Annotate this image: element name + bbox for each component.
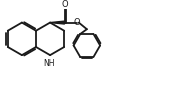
Text: O: O (61, 0, 68, 9)
Text: NH: NH (44, 58, 55, 67)
Text: O: O (73, 18, 80, 27)
Polygon shape (50, 21, 65, 24)
